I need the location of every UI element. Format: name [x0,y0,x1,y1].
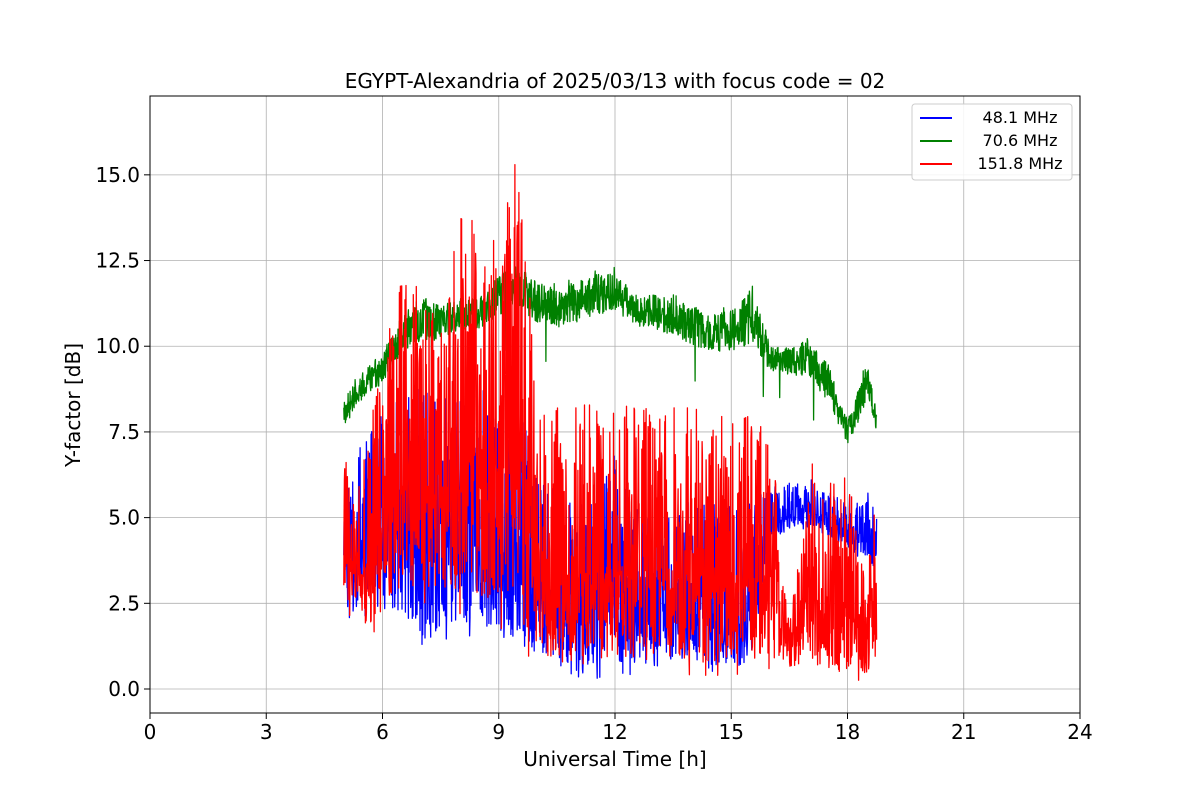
y-tick-label: 12.5 [95,249,140,273]
legend-label: 48.1 MHz [983,108,1058,127]
y-tick-label: 7.5 [108,420,140,444]
x-tick-label: 15 [719,720,744,744]
x-tick-label: 6 [376,720,389,744]
y-tick-label: 10.0 [95,334,140,358]
y-tick-label: 2.5 [108,591,140,615]
x-tick-label: 3 [260,720,273,744]
legend: 48.1 MHz 70.6 MHz 151.8 MHz [911,103,1073,181]
axis-layer: 0 3 6 9 12 15 18 21 24 0.0 2.5 5.0 7.5 10.0 12.5 15.0 [95,163,1092,744]
legend-box [911,103,1073,181]
legend-label: 70.6 MHz [983,131,1058,150]
x-tick-label: 21 [951,720,976,744]
y-tick-label: 0.0 [108,677,140,701]
x-tick-label: 9 [492,720,505,744]
x-tick-label: 24 [1067,720,1092,744]
x-tick-label: 12 [602,720,627,744]
x-axis-label: Universal Time [h] [523,747,706,771]
y-tick-label: 15.0 [95,163,140,187]
y-axis-label: Y-factor [dB] [61,343,85,468]
series-151-8-mhz-line [343,164,878,681]
x-tick-label: 0 [144,720,157,744]
chart-title: EGYPT-Alexandria of 2025/03/13 with focu… [345,69,886,93]
y-tick-label: 5.0 [108,506,140,530]
legend-label: 151.8 MHz [977,154,1062,173]
x-tick-label: 18 [835,720,860,744]
data-layer [343,164,878,681]
